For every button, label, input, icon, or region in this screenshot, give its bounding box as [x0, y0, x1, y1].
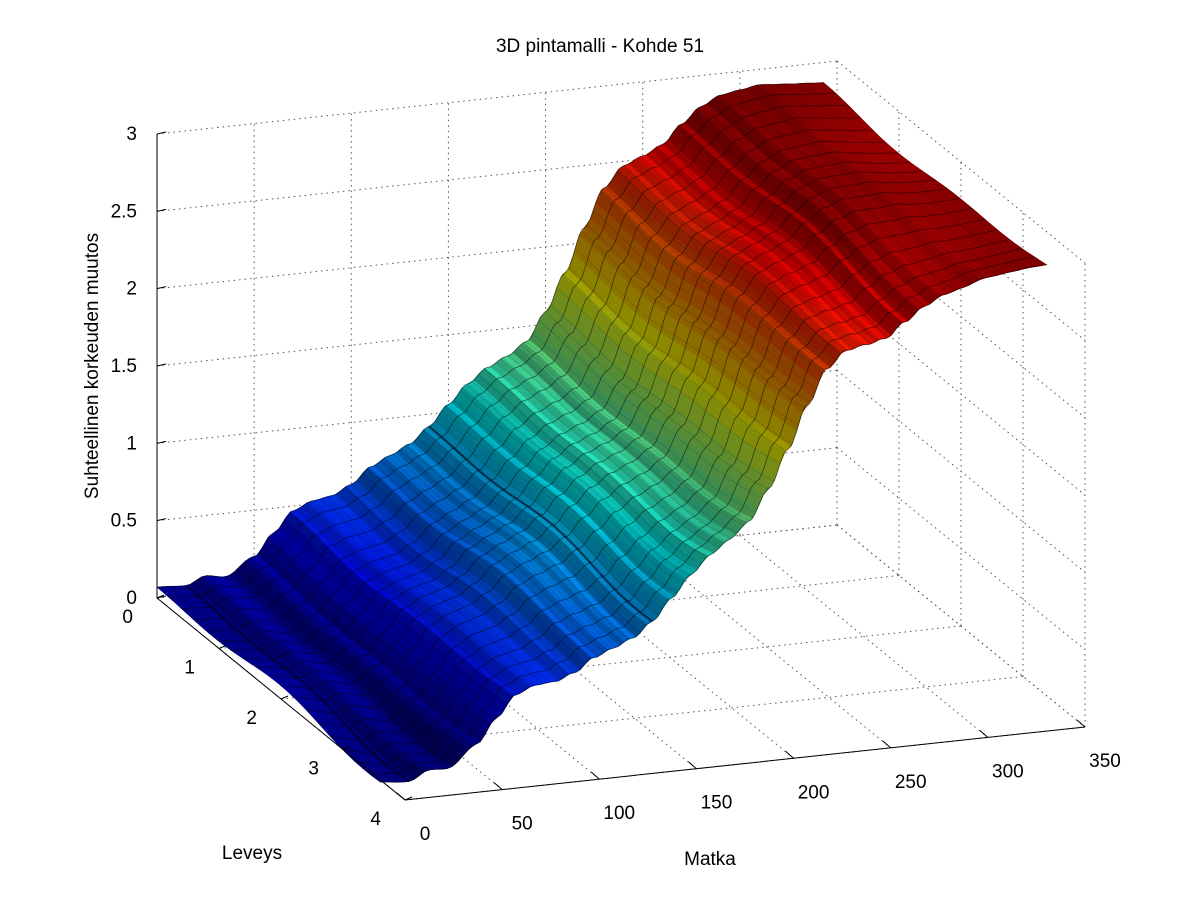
z-tick-label: 0: [126, 588, 137, 609]
grid-line: [156, 60, 838, 135]
z-tick-label: 2.5: [111, 201, 137, 222]
x-axis-line: [404, 726, 1086, 801]
x-tick-label: 100: [603, 803, 635, 824]
z-tick-mark: [156, 518, 167, 522]
grid-line: [739, 535, 989, 738]
z-tick-mark: [156, 286, 167, 290]
z-tick-mark: [156, 131, 167, 135]
grid-line: [836, 524, 1086, 728]
x-tick-mark: [1076, 719, 1086, 728]
z-tick-label: 2: [126, 279, 137, 300]
x-tick-mark: [493, 782, 503, 790]
grid-line: [836, 447, 1086, 651]
y-tick-label: 2: [246, 708, 257, 729]
z-tick-mark: [156, 440, 167, 444]
z-tick-label: 1.5: [111, 356, 137, 377]
x-tick-mark: [396, 792, 406, 801]
y-tick-label: 4: [370, 809, 381, 830]
x-tick-label: 50: [512, 814, 533, 835]
y-tick-label: 0: [122, 607, 133, 628]
x-tick-label: 350: [1089, 751, 1121, 772]
grid-line: [642, 545, 892, 749]
z-tick-mark: [156, 208, 167, 212]
chart-title: 3D pintamalli - Kohde 51: [496, 36, 704, 57]
x-tick-mark: [688, 761, 697, 770]
z-tick-label: 3: [126, 124, 137, 145]
grid-line: [156, 292, 838, 367]
z-tick-label: 0.5: [111, 511, 137, 532]
grid-line: [156, 137, 838, 212]
grid-line: [836, 215, 1086, 419]
z-tick-mark: [156, 363, 167, 367]
grid-line: [342, 676, 1024, 750]
x-tick-label: 0: [420, 824, 431, 845]
x-tick-label: 250: [895, 772, 927, 793]
z-axis-label: Suhteellinen korkeuden muutos: [82, 233, 103, 499]
grid-line: [836, 292, 1086, 496]
x-tick-mark: [785, 750, 794, 759]
x-tick-mark: [590, 771, 600, 780]
x-tick-label: 200: [798, 782, 830, 803]
grid-line: [280, 625, 962, 700]
x-tick-label: 150: [701, 793, 733, 814]
x-tick-mark: [882, 740, 892, 749]
x-tick-label: 300: [992, 761, 1024, 782]
grid-line: [836, 60, 1086, 264]
x-tick-mark: [979, 730, 989, 738]
y-tick-label: 1: [184, 658, 195, 679]
z-tick-label: 1: [126, 433, 137, 454]
x-axis-label: Matka: [684, 849, 736, 870]
y-tick-label: 3: [308, 759, 319, 780]
y-axis-label: Leveys: [222, 843, 282, 864]
grid-line: [156, 215, 838, 290]
grid-line: [836, 369, 1086, 573]
